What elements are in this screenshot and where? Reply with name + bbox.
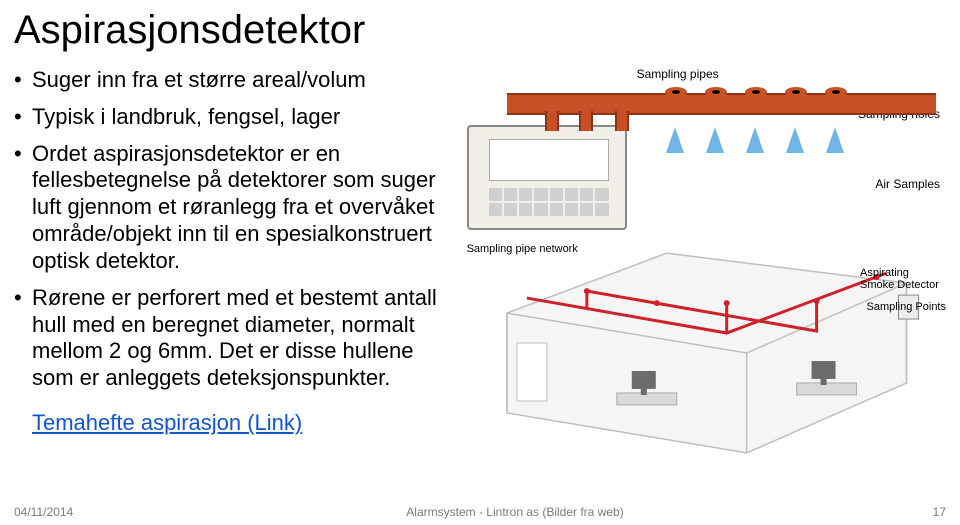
footer-date: 04/11/2014: [14, 505, 114, 519]
list-item: Rørene er perforert med et bestemt antal…: [32, 285, 457, 392]
footer-center: Alarmsystem - Lintron as (Bilder fra web…: [114, 505, 916, 519]
sampling-hole-icon: [745, 87, 767, 97]
pipe-vertical: [579, 111, 593, 131]
footer: 04/11/2014 Alarmsystem - Lintron as (Bil…: [14, 505, 946, 519]
link-temahefte[interactable]: Temahefte aspirasjon (Link): [32, 410, 302, 437]
text-column: Suger inn fra et større areal/volum Typi…: [14, 67, 457, 495]
list-item: Suger inn fra et større areal/volum: [32, 67, 457, 94]
sampling-hole-icon: [785, 87, 807, 97]
pipe-vertical: [615, 111, 629, 131]
label-network: Sampling pipe network: [467, 243, 578, 255]
slide: Aspirasjonsdetektor Suger inn fra et stø…: [0, 0, 960, 525]
label-points: Sampling Points: [867, 301, 947, 313]
list-item: Ordet aspirasjonsdetektor er en fellesbe…: [32, 141, 457, 275]
bottom-diagram: Sampling pipe network Aspirating Smoke D…: [467, 243, 946, 473]
air-arrow-icon: [666, 127, 684, 153]
panel-screen: [489, 139, 609, 181]
label-detector: Aspirating Smoke Detector: [860, 267, 946, 291]
air-arrow-icon: [706, 127, 724, 153]
sampling-hole-icon: [705, 87, 727, 97]
label-air-samples: Air Samples: [875, 177, 940, 191]
sampling-hole-icon: [665, 87, 687, 97]
room-outline: [507, 253, 907, 453]
air-arrow-icon: [826, 127, 844, 153]
bullet-list: Suger inn fra et større areal/volum Typi…: [14, 67, 457, 392]
pipe-vertical: [545, 111, 559, 131]
diagram-column: Sampling pipes Sampling holes Air Sample…: [467, 67, 946, 495]
detector-panel: [467, 125, 627, 230]
label-sampling-pipes: Sampling pipes: [637, 67, 719, 81]
air-arrow-icon: [786, 127, 804, 153]
sampling-hole-icon: [825, 87, 847, 97]
top-diagram: Sampling pipes Sampling holes Air Sample…: [467, 67, 946, 237]
footer-page: 17: [916, 505, 946, 519]
list-item: Typisk i landbruk, fengsel, lager: [32, 104, 457, 131]
content-row: Suger inn fra et større areal/volum Typi…: [14, 67, 946, 495]
slide-title: Aspirasjonsdetektor: [14, 8, 946, 53]
air-arrow-icon: [746, 127, 764, 153]
panel-buttons: [489, 188, 609, 216]
